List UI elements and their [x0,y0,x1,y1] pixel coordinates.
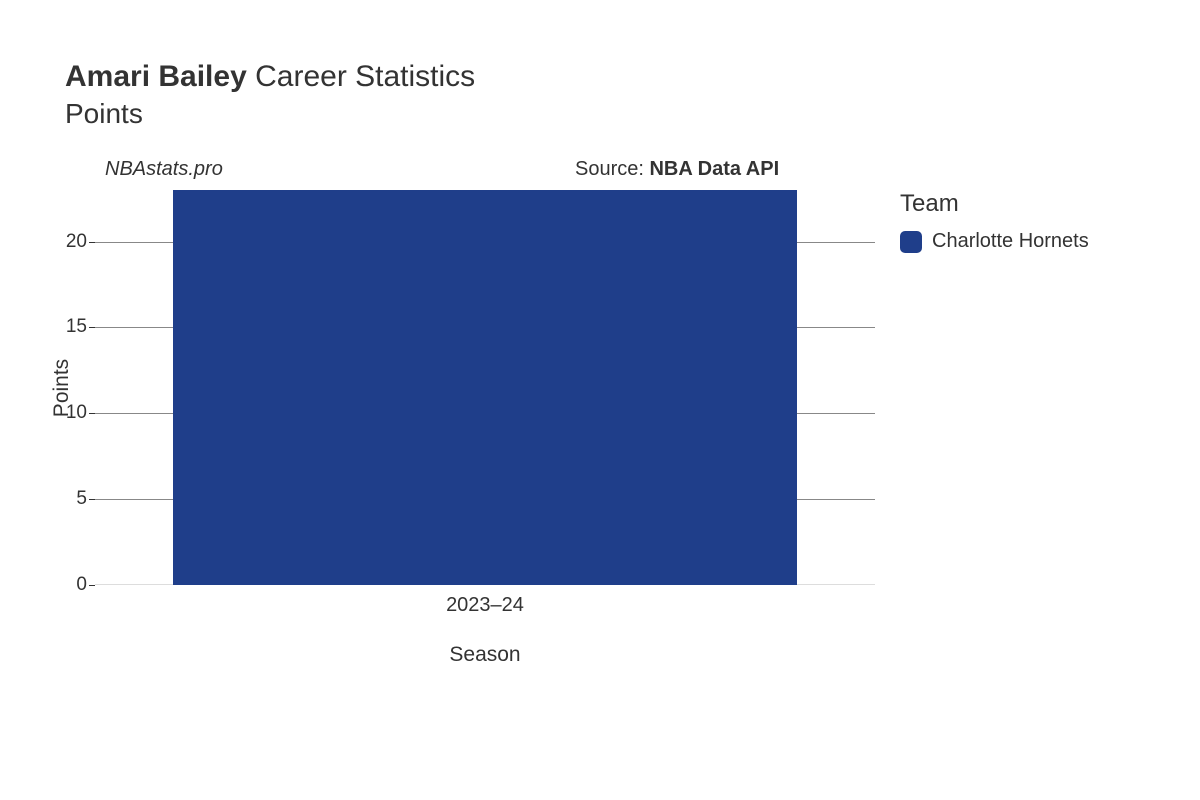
chart-subtitle: Points [65,98,875,130]
x-tick-label: 2023–24 [446,594,524,617]
watermark: NBAstats.pro [105,158,223,181]
legend-label: Charlotte Hornets [932,230,1089,253]
plot-area: Points Season 051015202023–24 [95,190,875,585]
source-prefix: Source: [575,158,649,180]
gridline [797,413,875,414]
gridline [95,327,175,328]
y-tick-label: 0 [57,574,87,596]
source-attribution: Source: NBA Data API [575,158,779,181]
y-tick-label: 20 [57,231,87,253]
y-tick-label: 15 [57,316,87,338]
gridline [797,242,875,243]
gridline [797,327,875,328]
legend-swatch [900,231,922,253]
attribution-row: NBAstats.pro Source: NBA Data API [65,158,875,184]
legend-title: Team [900,190,1089,218]
gridline [797,499,875,500]
y-tick-label: 10 [57,402,87,424]
gridline [95,413,175,414]
title-suffix: Career Statistics [255,60,475,93]
chart-container: Amari Bailey Career Statistics Points NB… [65,60,875,585]
y-tick-mark [89,585,95,586]
player-name: Amari Bailey [65,60,247,93]
chart-title: Amari Bailey Career Statistics [65,60,875,94]
gridline [95,242,175,243]
source-name: NBA Data API [649,158,779,180]
x-axis-label: Season [449,643,520,667]
y-tick-label: 5 [57,488,87,510]
bar [173,190,797,585]
gridline [95,499,175,500]
legend-item: Charlotte Hornets [900,230,1089,253]
legend: Team Charlotte Hornets [900,190,1089,253]
